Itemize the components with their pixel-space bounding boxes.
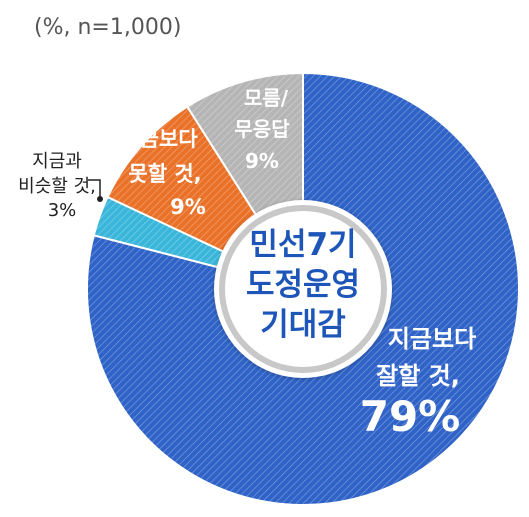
leader-line [88,179,101,197]
leader-dot [97,196,103,202]
slice-label-unknown: 모름/무응답 9% [234,86,290,173]
labels-layer: 지금보다 잘할 것, 79% 지금과 비슷할 것, 3% 지금보다 못할 것, 9% 모름/무응답… [18,86,476,441]
slice-label-better: 지금보다 잘할 것, 79% [360,325,476,441]
center-label-line: 도정운영 [246,267,360,303]
unit-note: (%, n=1,000) [34,15,181,40]
center-label-line: 기대감 [260,307,346,343]
center-label-line: 민선7기 [249,227,356,263]
center-hole [214,200,392,378]
slice-label-worse: 지금보다 못할 것, 9% [120,127,205,219]
slice-label-similar: 지금과 비슷할 것, 3% [18,151,96,221]
